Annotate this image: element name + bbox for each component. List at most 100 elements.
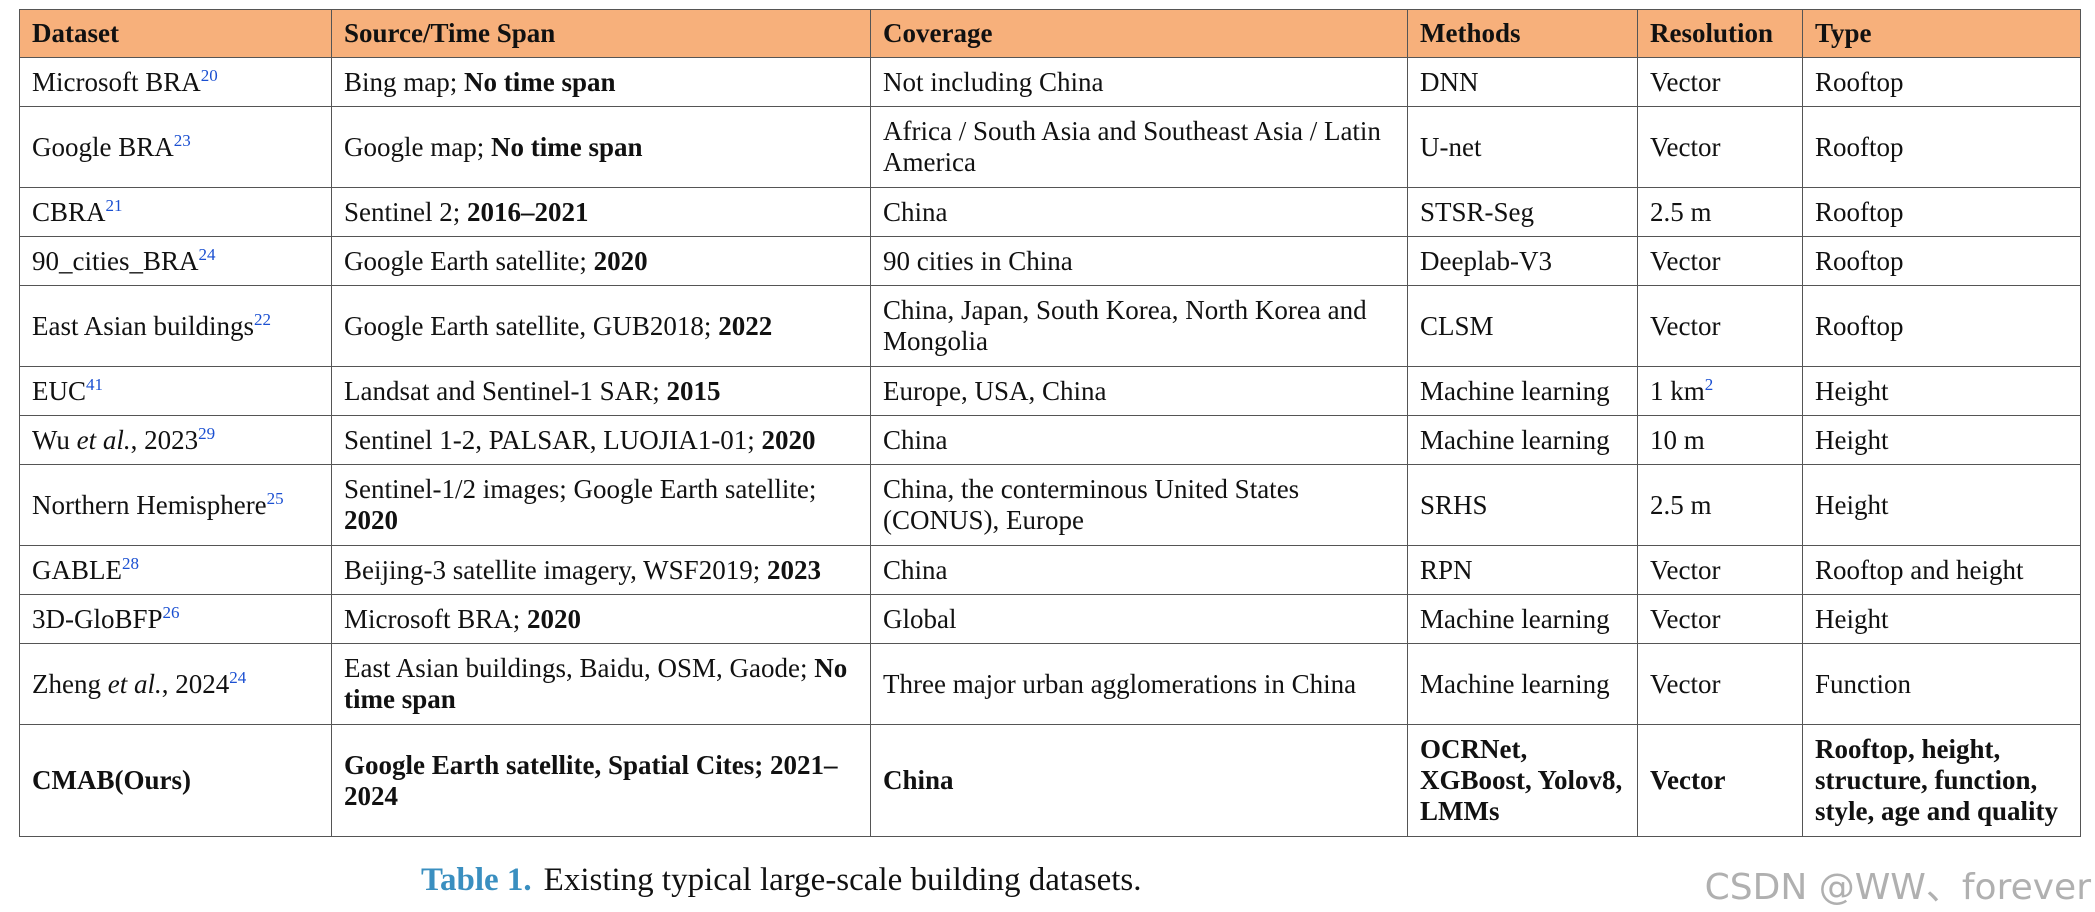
cell-text: 1 km (1650, 375, 1705, 406)
table-cell: Europe, USA, China (870, 366, 1408, 416)
cell-text: DNN (1420, 66, 1479, 97)
cell-text: , 2023 (130, 424, 199, 455)
header-cell: Methods (1407, 9, 1638, 58)
cell-text: 3D-GloBFP (32, 603, 163, 634)
table-cell: Vector (1637, 724, 1803, 837)
watermark: CSDN @WW、forever (1704, 867, 2091, 908)
table-cell: Bing map; No time span (331, 57, 871, 107)
table-cell: East Asian buildings22 (19, 285, 332, 367)
table-row: Northern Hemisphere25 Sentinel-1/2 images… (19, 464, 2081, 546)
cell-text: Beijing-3 satellite imagery, WSF2019; (344, 554, 767, 585)
table-cell: Landsat and Sentinel-1 SAR; 2015 (331, 366, 871, 416)
cell-text: CBRA (32, 196, 106, 227)
table-cell: Height (1802, 415, 2081, 465)
table-cell: Rooftop (1802, 285, 2081, 367)
table-cell: Vector (1637, 643, 1803, 725)
cell-text: 24 (198, 244, 216, 264)
table-cell: Google Earth satellite; 2020 (331, 236, 871, 286)
table-cell: CBRA21 (19, 187, 332, 237)
cell-text: Height (1815, 375, 1889, 406)
cell-text: China (883, 554, 948, 585)
cell-text: Machine learning (1420, 424, 1610, 455)
table-cell: China (870, 187, 1408, 237)
table-cell: Microsoft BRA; 2020 (331, 594, 871, 644)
header-cell: Resolution (1637, 9, 1803, 58)
table-cell: 2.5 m (1637, 464, 1803, 546)
table-cell: DNN (1407, 57, 1638, 107)
table-cell: Google BRA23 (19, 106, 332, 188)
cell-text: 10 m (1650, 424, 1705, 455)
cell-text: 2020 (761, 424, 816, 455)
cell-text: Microsoft BRA (32, 66, 201, 97)
cell-text: Google BRA (32, 131, 174, 162)
table-cell: Not including China (870, 57, 1408, 107)
table-cell: Google Earth satellite, GUB2018; 2022 (331, 285, 871, 367)
table-cell: Machine learning (1407, 594, 1638, 644)
table-cell: Function (1802, 643, 2081, 725)
table-cell: 90_cities_BRA24 (19, 236, 332, 286)
cell-text: 2020 (344, 505, 398, 535)
table-cell: CLSM (1407, 285, 1638, 367)
cell-text: , 2024 (161, 668, 230, 699)
cell-text: Three major urban agglomerations in Chin… (883, 668, 1357, 699)
table-cell: Sentinel 1-2, PALSAR, LUOJIA1-01; 2020 (331, 415, 871, 465)
cell-text: Google Earth satellite, GUB2018; (344, 310, 719, 341)
cell-text: Vector (1650, 554, 1721, 585)
table-cell: China, the conterminous United States (C… (870, 464, 1408, 546)
cell-text: Europe, USA, China (883, 375, 1107, 406)
cell-text: Sentinel 2; (344, 196, 467, 227)
cell-text: Rooftop and height (1815, 554, 2024, 585)
header-cell: Source/Time Span (331, 9, 871, 58)
table-cell: Google map; No time span (331, 106, 871, 188)
cell-text: 26 (162, 602, 180, 622)
cell-text: OCRNet, XGBoost, Yolov8, LMMs (1420, 734, 1623, 826)
cell-text: China (883, 196, 948, 227)
cell-text: Landsat and Sentinel-1 SAR; (344, 375, 667, 406)
table-cell: Height (1802, 366, 2081, 416)
table-row: Google BRA23 Google map; No time span Afri… (19, 106, 2081, 188)
cell-text: No time span (490, 131, 643, 162)
table-cell: U-net (1407, 106, 1638, 188)
cell-text: Sentinel-1/2 images; Google Earth satell… (344, 474, 817, 504)
table-cell: Sentinel-1/2 images; Google Earth satell… (331, 464, 871, 546)
cell-text: Vector (1650, 66, 1721, 97)
table-cell: Rooftop (1802, 106, 2081, 188)
table-cell: Vector (1637, 236, 1803, 286)
cell-text: 2020 (593, 245, 648, 276)
table-cell: 10 m (1637, 415, 1803, 465)
table-cell: Vector (1637, 545, 1803, 595)
cell-text: 29 (198, 423, 216, 443)
cell-text: 2020 (527, 603, 582, 634)
header-row: Dataset Source/Time Span Coverage Methods Re… (19, 9, 2081, 58)
table-cell: China (870, 724, 1408, 837)
caption-label: Table 1. (421, 862, 532, 898)
table-cell: 1 km2 (1637, 366, 1803, 416)
cell-text: 2016–2021 (467, 196, 589, 227)
cell-text: Sentinel 1-2, PALSAR, LUOJIA1-01; (344, 424, 762, 455)
table-cell: GABLE28 (19, 545, 332, 595)
table-row: Microsoft BRA20 Bing map; No time span Not… (19, 57, 2081, 107)
header-cell: Dataset (19, 9, 332, 58)
cell-text: 25 (266, 488, 284, 508)
cell-text: East Asian buildings (32, 310, 254, 341)
caption: Table 1. Existing typical large-scale bui… (421, 862, 1141, 899)
table-cell: Rooftop, height, structure, function, st… (1802, 724, 2081, 837)
table-row: CBRA21 Sentinel 2; 2016–2021 China STSR-Seg… (19, 187, 2081, 237)
cell-text: Height (1815, 424, 1889, 455)
cell-text: 90_cities_BRA (32, 245, 199, 276)
cell-text: 28 (122, 553, 139, 573)
cell-text: No time span (464, 66, 616, 97)
cell-text: 20 (200, 65, 218, 85)
table-cell: OCRNet, XGBoost, Yolov8, LMMs (1407, 724, 1638, 837)
cell-text: Rooftop (1815, 245, 1904, 276)
table-cell: China, Japan, South Korea, North Korea a… (870, 285, 1408, 367)
cell-text: Vector (1650, 131, 1721, 162)
cell-text: Deeplab-V3 (1420, 245, 1552, 276)
table-cell: Rooftop (1802, 57, 2081, 107)
cell-text: Rooftop (1815, 310, 1904, 341)
table-cell: 90 cities in China (870, 236, 1408, 286)
cell-text: et al. (76, 424, 131, 455)
cell-text: Zheng (32, 668, 108, 699)
table-cell: Microsoft BRA20 (19, 57, 332, 107)
table-cell: STSR-Seg (1407, 187, 1638, 237)
